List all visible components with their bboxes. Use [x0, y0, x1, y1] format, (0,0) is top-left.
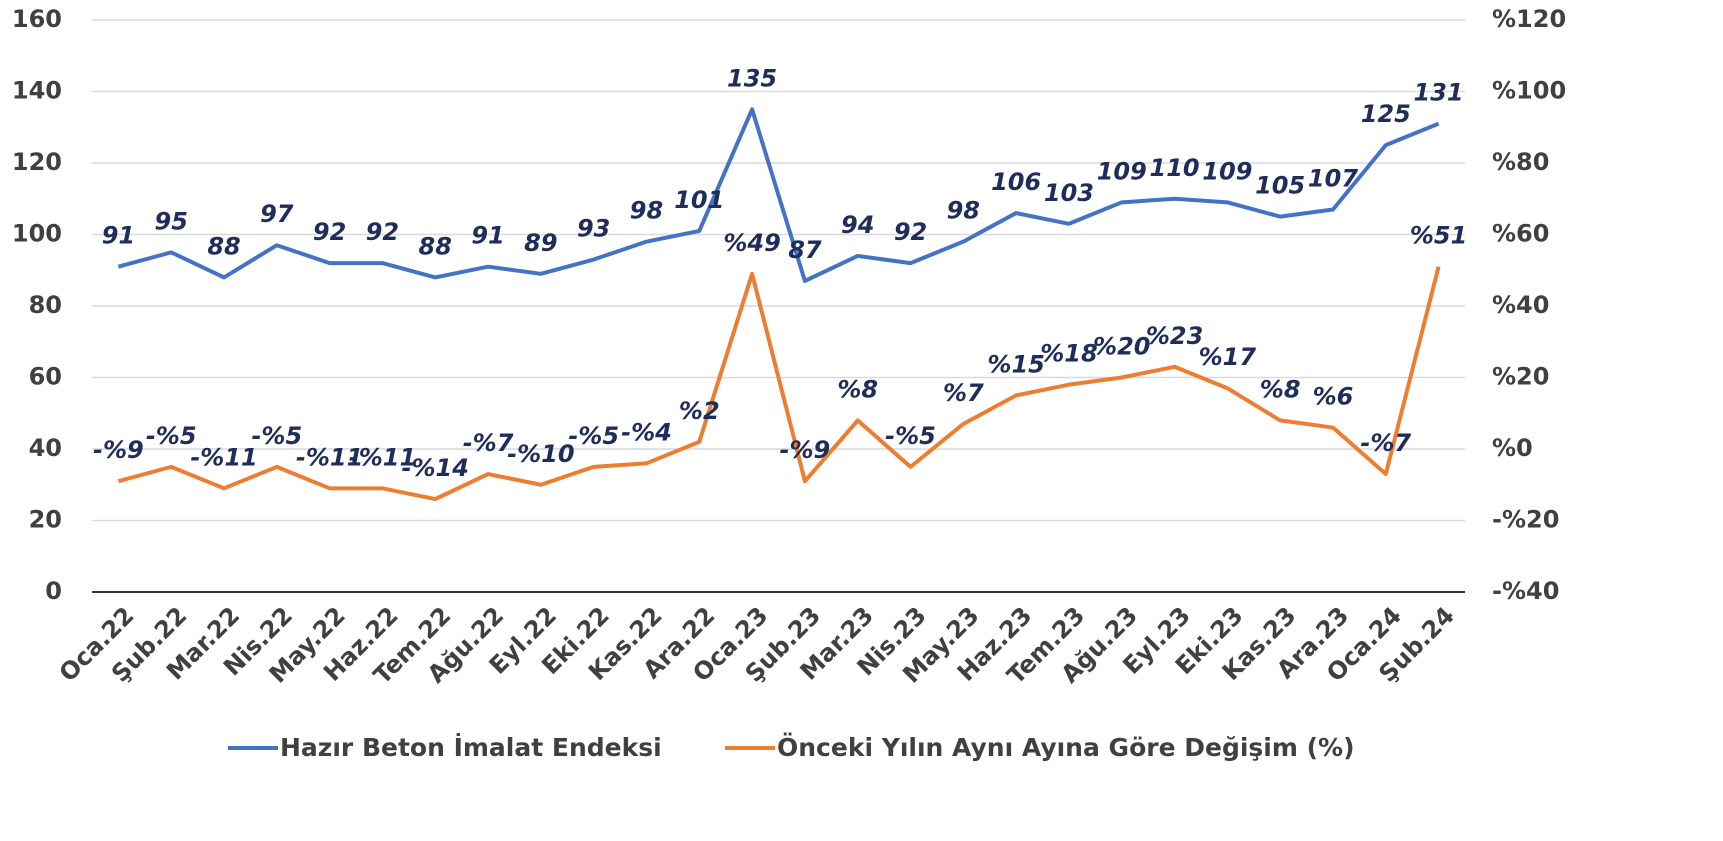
data-label: -%5 [885, 422, 936, 450]
y2-tick-label: %120 [1492, 5, 1566, 33]
data-label: 89 [524, 229, 557, 257]
data-label: -%5 [146, 422, 197, 450]
legend-label: Önceki Yılın Aynı Ayına Göre Değişim (%) [777, 732, 1355, 762]
data-label: 131 [1414, 79, 1464, 107]
data-label: %51 [1410, 222, 1467, 250]
y2-tick-label: -%40 [1492, 577, 1559, 605]
data-label: %7 [943, 379, 984, 407]
legend-label: Hazır Beton İmalat Endeksi [280, 732, 662, 762]
data-label: 94 [841, 211, 874, 239]
data-label: 92 [894, 218, 927, 246]
data-label: 93 [577, 215, 610, 243]
data-label: 105 [1255, 172, 1305, 200]
data-label: -%10 [507, 440, 574, 468]
y-tick-label: 60 [29, 363, 62, 391]
data-label: -%5 [568, 422, 619, 450]
data-label: -%11 [190, 443, 257, 471]
y2-tick-label: -%20 [1492, 506, 1559, 534]
data-label: %2 [679, 397, 720, 425]
data-label: 135 [727, 64, 777, 92]
data-label: 91 [471, 222, 504, 250]
data-label: %18 [1040, 340, 1097, 368]
data-label: 88 [419, 232, 452, 260]
data-label: -%9 [93, 436, 144, 464]
y-tick-label: 160 [12, 5, 62, 33]
data-label: 125 [1361, 100, 1411, 128]
data-label: %23 [1146, 322, 1203, 350]
data-label: -%7 [1360, 429, 1411, 457]
data-label: 92 [366, 218, 399, 246]
y-tick-label: 100 [12, 220, 62, 248]
data-label: 97 [260, 200, 294, 228]
data-label: 88 [207, 232, 240, 260]
data-label: %8 [837, 375, 878, 403]
data-label: %20 [1093, 333, 1150, 361]
y2-tick-label: %20 [1492, 363, 1549, 391]
data-label: -%11 [296, 443, 363, 471]
data-label: -%9 [780, 436, 831, 464]
data-label: 92 [313, 218, 346, 246]
data-label: -%14 [402, 454, 469, 482]
y-tick-label: 80 [29, 291, 62, 319]
y-tick-label: 140 [12, 77, 62, 105]
data-label: -%5 [251, 422, 302, 450]
data-label: 98 [630, 197, 663, 225]
y-tick-label: 120 [12, 148, 62, 176]
data-label: 109 [1202, 157, 1252, 185]
y-tick-label: 0 [45, 577, 62, 605]
data-label: %15 [987, 350, 1044, 378]
y2-tick-label: %60 [1492, 220, 1549, 248]
data-label: 107 [1308, 164, 1358, 192]
data-label: %8 [1260, 375, 1301, 403]
data-label: 101 [674, 186, 724, 214]
data-label: %17 [1199, 343, 1257, 371]
data-label: 98 [947, 197, 980, 225]
data-label: 110 [1150, 154, 1200, 182]
y2-tick-label: %80 [1492, 148, 1549, 176]
y2-tick-label: %0 [1492, 434, 1533, 462]
y-tick-label: 40 [29, 434, 62, 462]
y-tick-label: 20 [29, 506, 62, 534]
series-line [117, 266, 1441, 502]
data-label: 95 [155, 207, 188, 235]
data-label: 87 [788, 236, 822, 264]
data-label: -%11 [349, 443, 416, 471]
data-label: %49 [723, 229, 780, 257]
y2-tick-label: %40 [1492, 291, 1549, 319]
data-label: 103 [1044, 179, 1094, 207]
data-label: %6 [1313, 383, 1354, 411]
data-label: 91 [102, 222, 135, 250]
series-line [117, 107, 1440, 283]
data-label: 109 [1097, 157, 1147, 185]
data-label: -%4 [621, 418, 672, 446]
y2-tick-label: %100 [1492, 77, 1566, 105]
data-label: -%7 [463, 429, 514, 457]
data-label: 106 [991, 168, 1041, 196]
